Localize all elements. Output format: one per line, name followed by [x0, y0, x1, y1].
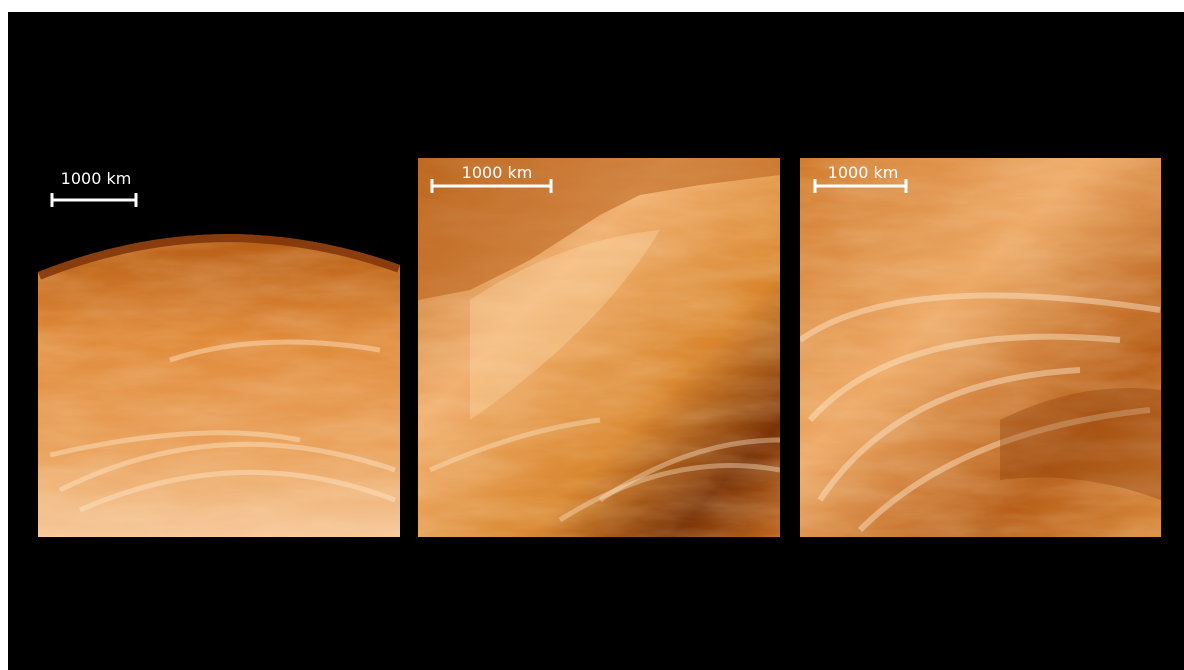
page: {"panels": [{"scale_bar": "1000 km"}, {"…: [0, 0, 1184, 670]
image-panel: [418, 158, 780, 537]
figure: 1000 km 1000 km 1000 km: [0, 0, 1184, 670]
scale-label: 1000 km: [462, 163, 533, 182]
image-panel: [38, 230, 400, 575]
image-panel: [800, 158, 1161, 537]
scale-label: 1000 km: [61, 169, 132, 188]
scale-label: 1000 km: [828, 163, 899, 182]
